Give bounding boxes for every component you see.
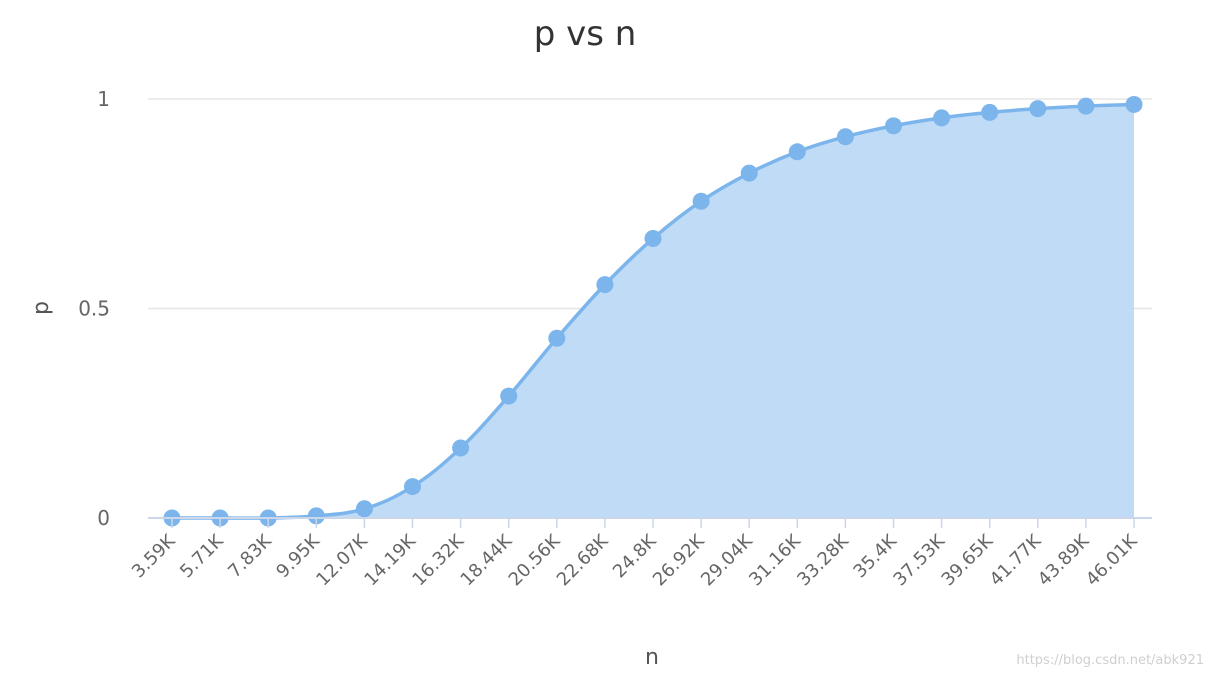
data-point[interactable]	[1125, 95, 1143, 113]
x-tick-label: 31.16K	[745, 530, 805, 590]
data-point[interactable]	[692, 192, 710, 210]
x-tick-label: 14.19K	[360, 530, 420, 590]
y-axis: 00.51	[78, 87, 110, 530]
x-tick-label: 37.53K	[889, 530, 949, 590]
x-tick-labels: 3.59K5.71K7.83K9.95K12.07K14.19K16.32K18…	[128, 530, 1142, 590]
x-tick-label: 22.68K	[553, 530, 613, 590]
x-tick-label: 39.65K	[938, 530, 998, 590]
data-point[interactable]	[452, 439, 470, 457]
x-tick-label: 12.07K	[312, 530, 372, 590]
data-point[interactable]	[1077, 97, 1095, 115]
x-tick-label: 7.83K	[224, 530, 276, 582]
x-tick-label: 41.77K	[986, 530, 1046, 590]
data-point[interactable]	[596, 276, 614, 294]
data-point[interactable]	[1029, 100, 1047, 118]
data-point[interactable]	[836, 128, 854, 146]
area-fill	[172, 104, 1134, 519]
y-tick-label: 0.5	[78, 297, 110, 321]
data-point[interactable]	[644, 230, 662, 248]
data-point[interactable]	[307, 507, 325, 525]
x-tick-label: 3.59K	[128, 530, 180, 582]
data-point[interactable]	[788, 143, 806, 161]
data-point[interactable]	[740, 164, 758, 182]
data-point[interactable]	[500, 387, 518, 405]
data-point[interactable]	[885, 117, 902, 135]
y-axis-title: p	[29, 301, 54, 315]
data-point[interactable]	[933, 109, 951, 127]
watermark: https://blog.csdn.net/abk921	[1016, 653, 1204, 668]
data-point[interactable]	[404, 478, 421, 496]
data-point[interactable]	[548, 329, 566, 347]
x-tick-label: 16.32K	[408, 530, 468, 590]
data-point[interactable]	[981, 103, 999, 121]
x-tick-label: 46.01K	[1082, 530, 1142, 590]
y-tick-label: 1	[97, 87, 110, 111]
chart-title: p vs n	[534, 14, 637, 54]
x-tick-label: 18.44K	[457, 530, 517, 590]
x-tick-label: 20.56K	[505, 530, 565, 590]
data-point[interactable]	[355, 500, 373, 518]
x-tick-label: 29.04K	[697, 530, 757, 590]
y-tick-label: 0	[97, 506, 110, 530]
x-tick-label: 43.89K	[1034, 530, 1094, 590]
x-tick-label: 26.92K	[649, 530, 709, 590]
x-axis	[148, 517, 1152, 528]
data-points	[163, 95, 1143, 527]
x-axis-title: n	[645, 645, 659, 670]
x-tick-label: 5.71K	[176, 530, 228, 582]
x-tick-label: 33.28K	[793, 530, 853, 590]
